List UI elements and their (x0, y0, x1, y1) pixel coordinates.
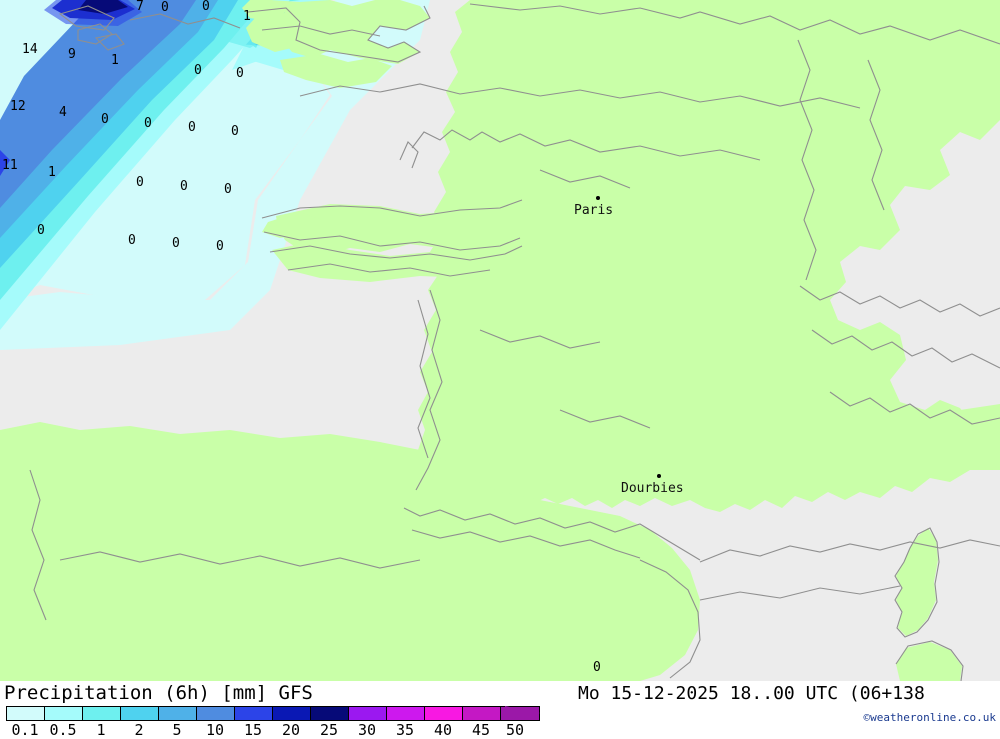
legend-swatch-20 (273, 707, 311, 720)
legend-tick: 15 (243, 721, 263, 739)
legend-swatch-10 (197, 707, 235, 720)
land-sardinia (896, 642, 962, 681)
land-brittany-tip (262, 212, 322, 238)
legend-colorbar (6, 706, 540, 721)
legend-tick: 20 (281, 721, 301, 739)
precip-value: 0 (180, 179, 188, 194)
legend-tick-labels: 0.1 0.5 1 2 5 10 15 20 25 30 35 40 45 50 (0, 722, 540, 738)
copyright-label: ©weatheronline.co.uk (863, 711, 996, 724)
legend-tick: 0.5 (49, 721, 77, 739)
legend-tick: 45 (471, 721, 491, 739)
legend-swatch-0.5 (45, 707, 83, 720)
precip-value: 1 (111, 53, 119, 68)
precip-value: 0 (144, 116, 152, 131)
precip-value: 0 (172, 236, 180, 251)
land-france-mainland (418, 0, 1000, 512)
precip-value: 0 (202, 0, 210, 14)
land-brittany (276, 200, 520, 256)
legend-tick: 10 (205, 721, 225, 739)
legend-tick: 35 (395, 721, 415, 739)
precip-value: 0 (231, 124, 239, 139)
precip-band-2b (0, 0, 238, 268)
land-wales-ext (280, 54, 392, 88)
precip-value: 0 (236, 66, 244, 81)
land-iberia (0, 422, 700, 681)
precip-band-5a (0, 0, 218, 238)
map-canvas[interactable]: 7 0 0 1 14 9 1 0 0 12 4 0 0 0 0 11 1 0 0… (0, 0, 1000, 681)
precip-value: 0 (128, 233, 136, 248)
precip-value: 11 (2, 158, 18, 173)
precip-value: 0 (136, 175, 144, 190)
legend-tick: 25 (319, 721, 339, 739)
precip-value: 0 (37, 223, 45, 238)
land-layer (0, 0, 1000, 681)
city-label: Paris (574, 203, 614, 218)
legend-swatch-0.1 (7, 707, 45, 720)
precip-band-25a (78, 0, 128, 14)
map-graphic (0, 0, 1000, 681)
precip-value: 7 (136, 0, 144, 14)
precip-value: 0 (101, 112, 109, 127)
precip-value: 12 (10, 99, 26, 114)
land-sw-england (270, 0, 430, 64)
legend-swatch-2 (121, 707, 159, 720)
legend-tick: 2 (134, 721, 144, 739)
chart-title: Precipitation (6h) [mm] GFS (4, 682, 313, 704)
forecast-datetime: Mo 15-12-2025 18..00 UTC (06+138 (578, 683, 925, 704)
precip-value: 1 (243, 9, 251, 24)
land-ireland-edge (242, 0, 288, 22)
footer-bar: Precipitation (6h) [mm] GFS Mo 15-12-202… (0, 681, 1000, 738)
legend-swatch-1 (83, 707, 121, 720)
precip-band-0.1b (0, 0, 430, 350)
legend-tick: 50 (505, 721, 525, 739)
precip-value: 14 (22, 42, 38, 57)
precip-value: 0 (593, 660, 601, 675)
precip-value: 0 (224, 182, 232, 197)
precip-value: 0 (161, 0, 169, 15)
legend-swatch-35 (387, 707, 425, 720)
legend-tick: 0.1 (11, 721, 39, 739)
land-corsica (896, 528, 938, 636)
precip-band-15a (0, 150, 10, 176)
land-cornwall (246, 12, 308, 52)
legend-swatch-15 (235, 707, 273, 720)
city-dot-icon (596, 196, 600, 200)
precip-band-10a (0, 0, 196, 208)
legend-swatch-45 (463, 707, 501, 720)
city-dot-icon (657, 474, 661, 478)
precip-value: 0 (188, 120, 196, 135)
city-label: Dourbies (621, 481, 684, 496)
legend-overflow-arrow-icon (505, 706, 540, 720)
precip-value: 0 (194, 63, 202, 78)
legend-swatch-30 (349, 707, 387, 720)
legend-swatch-40 (425, 707, 463, 720)
legend-swatch-5 (159, 707, 197, 720)
legend-tick: 30 (357, 721, 377, 739)
legend-tick: 5 (172, 721, 182, 739)
legend-swatch-25 (311, 707, 349, 720)
precip-band-1b (0, 0, 262, 300)
precip-value: 4 (59, 105, 67, 120)
land-brittany-south (272, 242, 520, 282)
precip-value: 1 (48, 165, 56, 180)
legend-tick: 40 (433, 721, 453, 739)
legend-tick: 1 (96, 721, 106, 739)
precip-value: 0 (216, 239, 224, 254)
precip-value: 9 (68, 47, 76, 62)
coastline-layer (29, 3, 1000, 681)
